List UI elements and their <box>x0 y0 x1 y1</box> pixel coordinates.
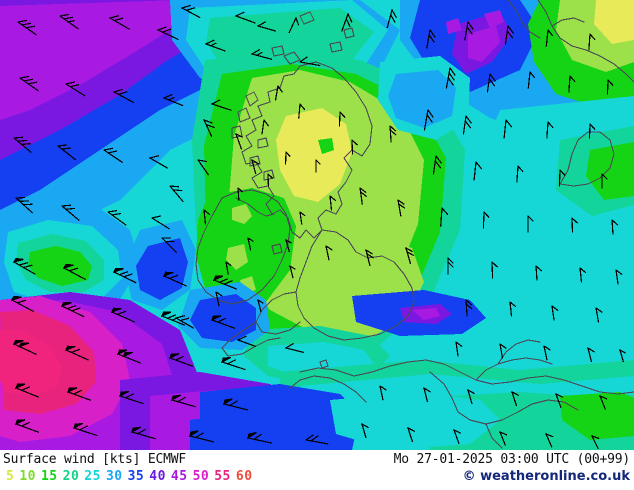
scale-tick-20: 20 <box>62 469 80 484</box>
scale-tick-30: 30 <box>105 469 123 484</box>
valid-datetime-label: Mo 27-01-2025 03:00 UTC (00+99) <box>393 452 631 467</box>
scale-tick-5: 5 <box>6 469 15 484</box>
scale-tick-55: 55 <box>214 469 231 484</box>
wind-barb-overlay <box>10 4 626 450</box>
scale-tick-25: 25 <box>84 469 101 484</box>
map-footer: Surface wind [kts] ECMWF 5 10 15 20 25 30 35 40… <box>0 450 634 490</box>
scale-tick-10: 10 <box>19 469 36 484</box>
scale-tick-15: 15 <box>40 469 58 484</box>
scale-tick-40: 40 <box>149 469 166 484</box>
scale-tick-45: 45 <box>170 469 188 484</box>
wind-speed-contour-fills <box>0 0 634 450</box>
scale-tick-60: 60 <box>235 469 253 484</box>
copyright-label: © weatheronline.co.uk <box>462 469 630 484</box>
scale-tick-35: 35 <box>127 469 145 484</box>
scale-tick-50: 50 <box>192 469 210 484</box>
coastline-overlay <box>195 0 634 449</box>
wind-map-canvas[interactable] <box>0 0 634 450</box>
chart-title: Surface wind [kts] ECMWF <box>3 452 187 467</box>
wind-speed-color-scale: 5 10 15 20 25 30 35 40 45 50 55 60 <box>6 469 258 485</box>
